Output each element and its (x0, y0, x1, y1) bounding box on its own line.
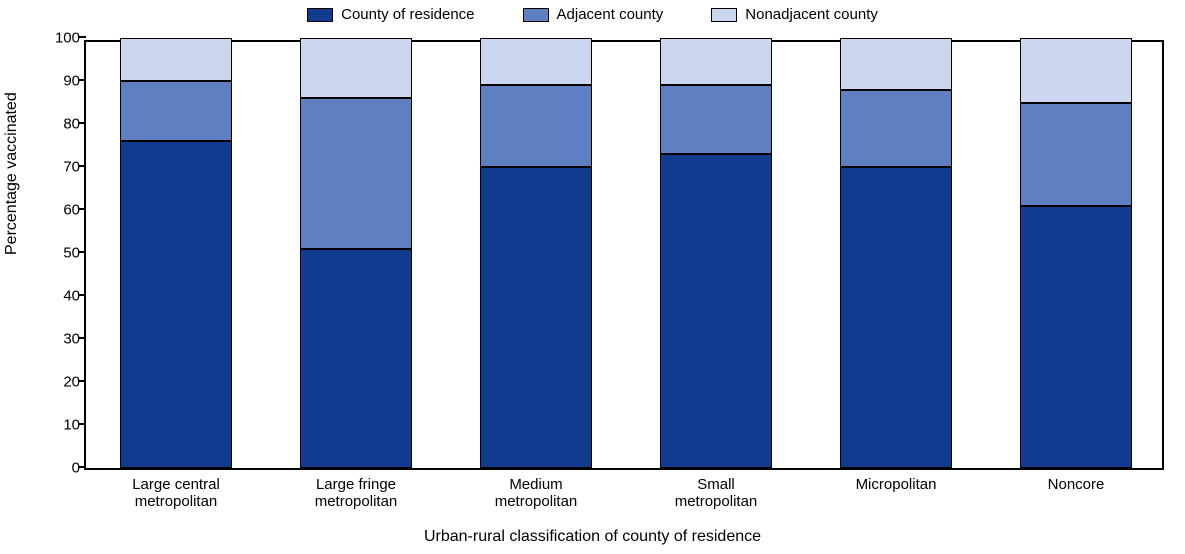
bar: Large fringemetropolitan (300, 38, 412, 468)
legend-item: Nonadjacent county (711, 6, 878, 23)
y-tick-label: 40 (42, 288, 80, 305)
category-label: Large fringemetropolitan (271, 476, 441, 511)
bar-segment (660, 85, 772, 154)
category-label-line: Medium (451, 476, 621, 493)
category-label: Smallmetropolitan (631, 476, 801, 511)
x-axis-label: Urban-rural classification of county of … (0, 528, 1185, 546)
y-tick-label: 30 (42, 331, 80, 348)
legend-item: Adjacent county (523, 6, 664, 23)
bar-segment (1020, 206, 1132, 468)
y-tick-label: 100 (42, 30, 80, 47)
y-tick-label: 70 (42, 159, 80, 176)
category-label-line: Micropolitan (811, 476, 981, 493)
legend-item: County of residence (307, 6, 474, 23)
legend-swatch (523, 8, 549, 22)
category-label-line: metropolitan (271, 493, 441, 510)
y-tick-mark (79, 165, 86, 167)
y-tick-mark (79, 36, 86, 38)
bar-segment (120, 141, 232, 468)
bar-segment (120, 38, 232, 81)
category-label: Micropolitan (811, 476, 981, 493)
legend: County of residence Adjacent county Nonadj… (0, 6, 1185, 27)
bar-segment (840, 167, 952, 468)
category-label-line: Noncore (991, 476, 1161, 493)
bar-segment (120, 81, 232, 141)
bar: Noncore (1020, 38, 1132, 468)
y-axis-label: Percentage vaccinated (3, 92, 21, 255)
bar-segment (1020, 38, 1132, 103)
y-tick-mark (79, 337, 86, 339)
bar-segment (480, 85, 592, 167)
bars-container: Large centralmetropolitanLarge fringemet… (86, 42, 1162, 468)
bar-segment (480, 167, 592, 468)
bar: Large centralmetropolitan (120, 38, 232, 468)
category-label-line: Large fringe (271, 476, 441, 493)
bar: Mediummetropolitan (480, 38, 592, 468)
category-label: Noncore (991, 476, 1161, 493)
legend-swatch (307, 8, 333, 22)
y-tick-label: 50 (42, 245, 80, 262)
bar-segment (480, 38, 592, 85)
category-label-line: Large central (91, 476, 261, 493)
legend-label: Adjacent county (557, 6, 664, 23)
bar-segment (1020, 103, 1132, 206)
bar-segment (660, 154, 772, 468)
y-tick-mark (79, 423, 86, 425)
y-tick-mark (79, 208, 86, 210)
y-tick-label: 60 (42, 202, 80, 219)
category-label-line: metropolitan (451, 493, 621, 510)
category-label: Mediummetropolitan (451, 476, 621, 511)
y-tick-label: 90 (42, 73, 80, 90)
y-tick-label: 10 (42, 417, 80, 434)
y-tick-mark (79, 466, 86, 468)
bar: Micropolitan (840, 38, 952, 468)
y-tick-label: 80 (42, 116, 80, 133)
stacked-bar-chart: County of residence Adjacent county Nonadj… (0, 0, 1185, 554)
bar-segment (660, 38, 772, 85)
category-label-line: metropolitan (91, 493, 261, 510)
legend-label: Nonadjacent county (745, 6, 878, 23)
legend-label: County of residence (341, 6, 474, 23)
y-tick-mark (79, 380, 86, 382)
bar: Smallmetropolitan (660, 38, 772, 468)
y-tick-label: 0 (42, 460, 80, 477)
bar-segment (840, 90, 952, 167)
bar-segment (300, 98, 412, 249)
category-label-line: metropolitan (631, 493, 801, 510)
y-tick-label: 20 (42, 374, 80, 391)
bar-segment (300, 38, 412, 98)
bar-segment (300, 249, 412, 468)
bar-segment (840, 38, 952, 90)
y-tick-mark (79, 251, 86, 253)
category-label-line: Small (631, 476, 801, 493)
plot-area: Large centralmetropolitan Large fringemet… (84, 40, 1164, 470)
y-tick-mark (79, 294, 86, 296)
y-tick-mark (79, 79, 86, 81)
category-label: Large centralmetropolitan (91, 476, 261, 511)
legend-swatch (711, 8, 737, 22)
y-tick-mark (79, 122, 86, 124)
